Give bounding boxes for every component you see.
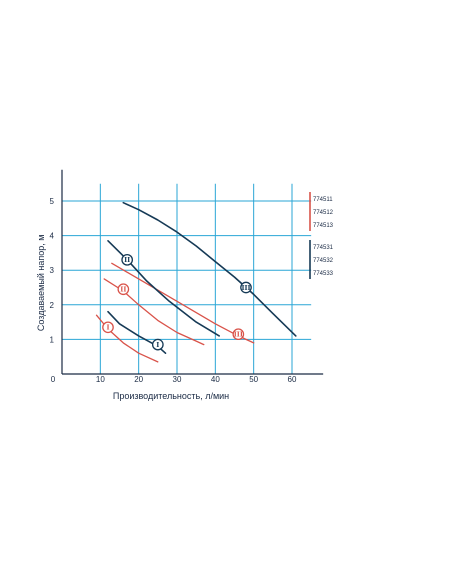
series-marker-label-red-I: I: [106, 324, 109, 332]
x-tick-label-30: 30: [173, 375, 182, 384]
x-tick-label-40: 40: [211, 375, 220, 384]
series-marker-red-I: [102, 321, 114, 334]
legend-item-774513: 774513: [313, 223, 334, 229]
series-marker-label-red-II: II: [120, 286, 126, 294]
x-tick-label-0: 0: [51, 375, 56, 384]
x-axis-title: Производительность, л/мин: [113, 391, 229, 401]
legend-item-774511: 774511: [313, 197, 333, 203]
legend-item-774533: 774533: [313, 271, 334, 277]
x-tick-label-20: 20: [134, 375, 143, 384]
legend-item-774512: 774512: [313, 210, 334, 216]
series-marker-label-navy-III: III: [241, 284, 250, 292]
y-tick-label-5: 5: [50, 197, 55, 206]
y-tick-label-3: 3: [50, 266, 55, 275]
x-tick-label-10: 10: [96, 375, 105, 384]
legend-item-774531: 774531: [313, 245, 334, 251]
grid: [62, 183, 312, 374]
series-marker-label-navy-II: II: [124, 256, 130, 264]
legend: 774511 774512 774513 774531 774532 774533: [309, 192, 334, 279]
series-marker-red-III: [232, 328, 245, 341]
y-tick-label-2: 2: [50, 301, 55, 310]
legend-item-774532: 774532: [313, 258, 334, 264]
axes: 0 10 20 30 40 50 60 1 2 3 4 5 Производительность, л/…: [36, 169, 324, 401]
series-marker-navy-III: [240, 281, 252, 294]
series-marker-label-red-III: III: [234, 331, 243, 339]
y-tick-label-1: 1: [50, 335, 55, 344]
series-marker-red-II: [117, 283, 130, 296]
x-tick-label-60: 60: [288, 375, 297, 384]
series-marker-navy-II: [121, 253, 134, 266]
series-marker-navy-I: [151, 338, 164, 351]
series-line-navy-III: [122, 201, 297, 337]
x-tick-label-50: 50: [249, 375, 258, 384]
series-marker-label-navy-I: I: [156, 341, 159, 349]
y-axis-title: Создаваемый напор, м: [36, 235, 46, 332]
y-tick-label-4: 4: [50, 232, 55, 241]
